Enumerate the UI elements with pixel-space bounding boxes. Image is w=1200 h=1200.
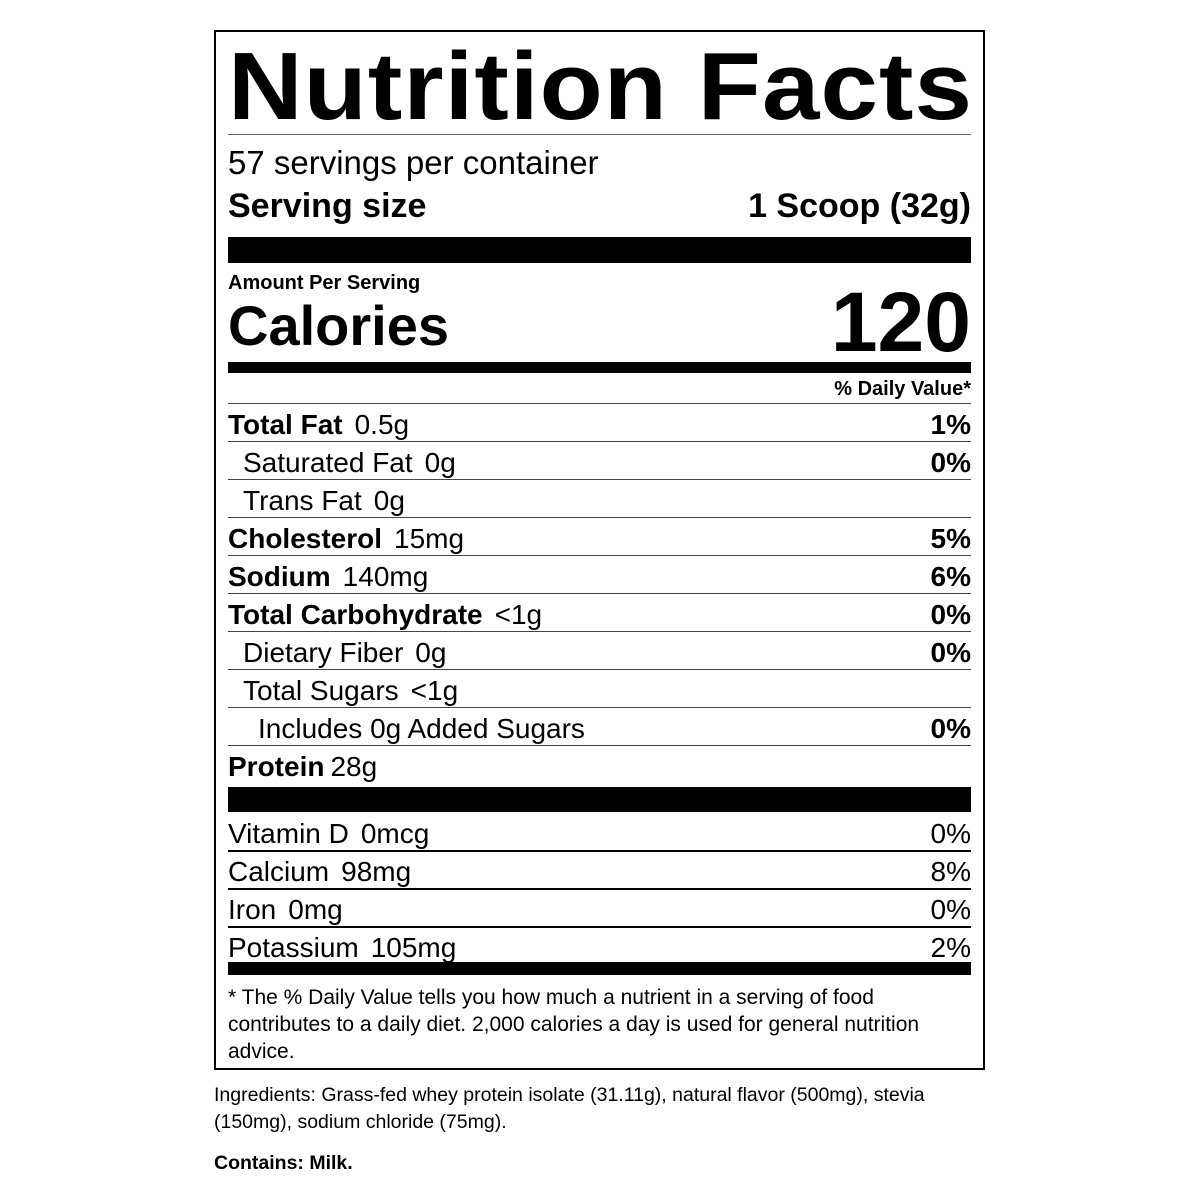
nutrient-row: Total Carbohydrate <1g 0% (228, 594, 971, 631)
nutrient-amount: 0mcg (360, 818, 430, 849)
calories-value: 120 (830, 275, 971, 369)
nutrient-row: Saturated Fat 0g 0% (228, 442, 971, 479)
divider (228, 593, 971, 594)
divider (228, 669, 971, 670)
nutrient-row: Potassium 105mg 2% (228, 927, 971, 964)
allergen-statement: Contains: Milk. (214, 1152, 353, 1174)
divider (228, 517, 971, 518)
nutrient-label: Trans Fat 0g (243, 485, 405, 517)
daily-value-percent: 0% (930, 894, 971, 925)
thick-divider (228, 237, 971, 263)
nutrient-label: Dietary Fiber 0g (243, 637, 446, 669)
divider (228, 707, 971, 708)
divider (228, 403, 971, 404)
nutrient-label: Vitamin D 0mcg (228, 818, 429, 850)
nutrient-amount: <1g (410, 675, 459, 706)
daily-value-percent: 2% (930, 932, 971, 963)
nutrient-label: Calcium 98mg (228, 856, 411, 888)
nutrient-label: Saturated Fat 0g (243, 447, 456, 479)
calories-label: Calories (228, 294, 449, 357)
nutrition-facts-title: Nutrition Facts (228, 33, 973, 140)
daily-value-percent: 8% (930, 856, 971, 887)
nutrient-name: Saturated Fat (243, 447, 413, 478)
nutrient-name: Includes 0g Added Sugars (258, 713, 585, 744)
nutrient-name: Vitamin D (228, 818, 349, 849)
nutrient-label: Iron 0mg (228, 894, 343, 926)
daily-value-percent: 1% (930, 409, 971, 440)
nutrient-name: Calcium (228, 856, 330, 887)
nutrient-name: Dietary Fiber (243, 637, 404, 668)
thick-divider (228, 787, 971, 812)
daily-value-percent: 0% (930, 447, 971, 478)
nutrient-label: Cholesterol 15mg (228, 523, 464, 555)
servings-per-container: 57 servings per container (228, 144, 599, 181)
nutrient-row: Cholesterol 15mg 5% (228, 518, 971, 555)
nutrient-amount: 0.5g (354, 409, 410, 440)
divider (228, 926, 971, 928)
nutrient-amount: <1g (494, 599, 543, 630)
nutrient-name: Total Fat (228, 409, 343, 440)
serving-size-label: Serving size (228, 187, 427, 225)
daily-value-percent: 0% (930, 637, 971, 668)
nutrient-name: Trans Fat (243, 485, 362, 516)
nutrient-amount: 105mg (370, 932, 457, 963)
nutrient-amount: 0g (373, 485, 405, 516)
nutrient-amount: 98mg (341, 856, 412, 887)
nutrient-amount: 0g (424, 447, 456, 478)
divider (228, 631, 971, 632)
amount-per-serving: Amount Per Serving (228, 272, 421, 294)
nutrient-name: Sodium (228, 561, 331, 592)
nutrient-row: Total Fat 0.5g 1% (228, 404, 971, 441)
nutrient-row: Iron 0mg 0% (228, 889, 971, 926)
serving-size-row: Serving size 1 Scoop (32g) (228, 186, 971, 226)
footnote: * The % Daily Value tells you how much a… (228, 986, 920, 1063)
nutrient-row: Vitamin D 0mcg 0% (228, 813, 971, 850)
nutrient-label: Sodium 140mg (228, 561, 428, 593)
nutrient-row: Dietary Fiber 0g 0% (228, 632, 971, 669)
nutrient-name: Total Sugars (243, 675, 399, 706)
divider (228, 441, 971, 442)
nutrient-label: Potassium 105mg (228, 932, 456, 964)
nutrient-row: Protein 28g (228, 746, 971, 783)
nutrient-amount: 0mg (288, 894, 343, 925)
daily-value-percent: 0% (930, 818, 971, 849)
calories-row: Calories 120 (228, 280, 971, 364)
nutrient-row: Includes 0g Added Sugars 0% (228, 708, 971, 745)
nutrient-label: Total Sugars <1g (243, 675, 458, 707)
nutrient-name: Iron (228, 894, 277, 925)
nutrient-row: Calcium 98mg 8% (228, 851, 971, 888)
nutrient-row: Total Sugars <1g (228, 670, 971, 707)
daily-value-percent: 0% (930, 713, 971, 744)
divider (228, 745, 971, 746)
nutrient-amount: 140mg (342, 561, 429, 592)
nutrient-row: Trans Fat 0g (228, 480, 971, 517)
nutrient-amount: 0g (415, 637, 447, 668)
nutrient-label: Protein 28g (228, 751, 377, 783)
nutrient-name: Protein (228, 751, 325, 782)
divider (228, 850, 971, 852)
nutrient-label: Total Fat 0.5g (228, 409, 409, 441)
divider (228, 134, 971, 135)
divider (228, 555, 971, 556)
ingredients: Ingredients: Grass-fed whey protein isol… (214, 1084, 925, 1133)
nutrient-name: Cholesterol (228, 523, 383, 554)
nutrient-name: Total Carbohydrate (228, 599, 483, 630)
nutrient-label: Total Carbohydrate <1g (228, 599, 542, 631)
nutrition-facts-panel: Nutrition Facts 57 servings per containe… (214, 30, 985, 1070)
nutrient-name: Potassium (228, 932, 359, 963)
daily-value-percent: 5% (930, 523, 971, 554)
daily-value-header: % Daily Value* (834, 378, 971, 400)
divider (228, 888, 971, 890)
daily-value-percent: 0% (930, 599, 971, 630)
nutrient-row: Sodium 140mg 6% (228, 556, 971, 593)
nutrient-amount: 28g (330, 751, 378, 782)
medium-divider (228, 962, 971, 975)
divider (228, 479, 971, 480)
nutrient-amount: 15mg (394, 523, 465, 554)
daily-value-percent: 6% (930, 561, 971, 592)
nutrient-label: Includes 0g Added Sugars (258, 713, 597, 745)
medium-divider (228, 362, 971, 373)
serving-size-value: 1 Scoop (32g) (748, 187, 971, 225)
